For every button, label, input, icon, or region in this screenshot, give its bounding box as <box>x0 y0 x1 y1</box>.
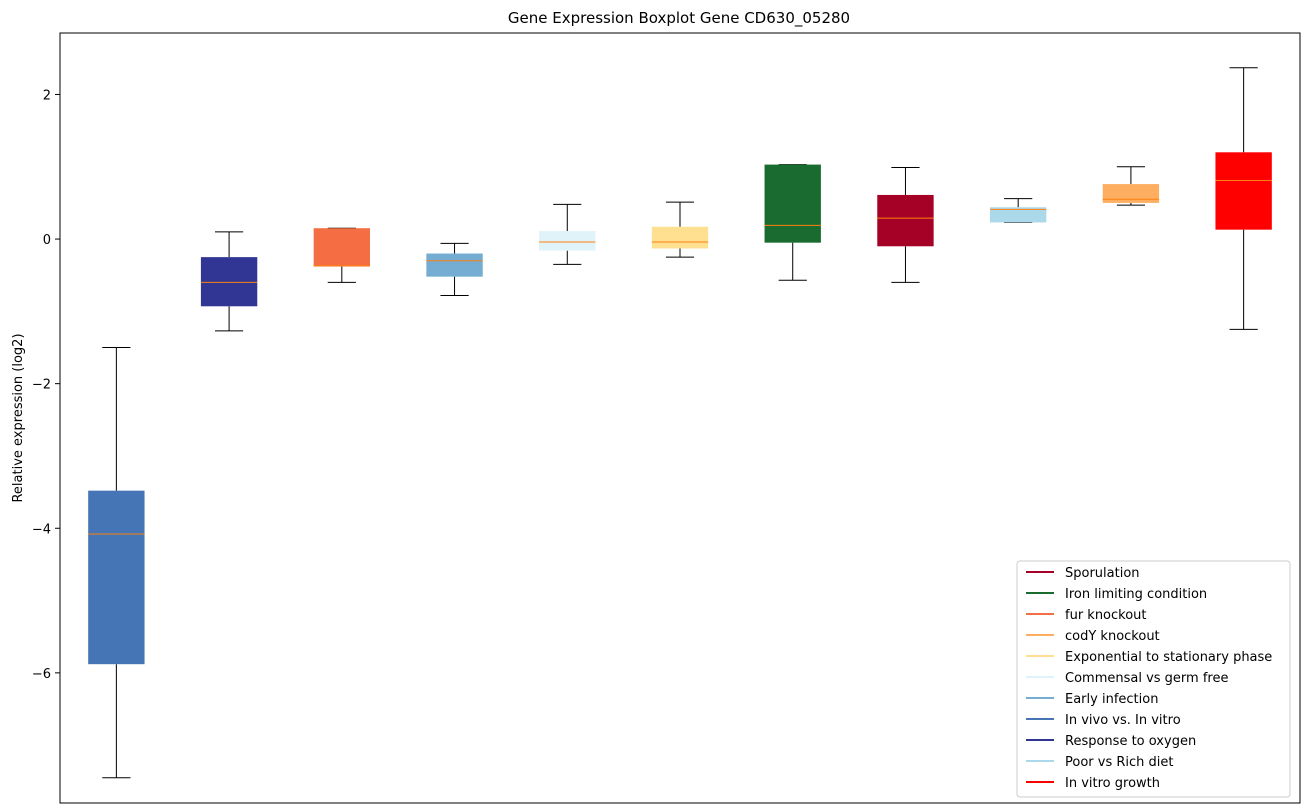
box-body <box>764 164 821 243</box>
legend-item: Early infection <box>1026 692 1158 707</box>
box-body <box>426 253 483 277</box>
chart-title: Gene Expression Boxplot Gene CD630_05280 <box>508 9 850 28</box>
box-body <box>1102 184 1160 203</box>
legend-label: Exponential to stationary phase <box>1065 650 1272 665</box>
box-body <box>651 226 709 249</box>
legend-label: fur knockout <box>1065 608 1147 623</box>
legend-item: Sporulation <box>1026 566 1140 581</box>
y-tick-label: −6 <box>32 667 51 682</box>
y-axis-ticks: −6 −4 −2 0 2 <box>32 88 60 682</box>
legend-frame <box>1016 560 1291 798</box>
legend-label: In vitro growth <box>1065 776 1160 791</box>
box-body <box>990 207 1047 223</box>
box-9 <box>990 198 1047 223</box>
legend-label: Early infection <box>1065 692 1158 707</box>
legend-label: Iron limiting condition <box>1065 587 1207 602</box>
legend-item: In vitro growth <box>1026 776 1160 791</box>
box-body <box>88 490 145 665</box>
y-axis-label: Relative expression (log2) <box>11 333 26 502</box>
legend-item: Poor vs Rich diet <box>1026 755 1173 770</box>
legend-item: codY knockout <box>1026 629 1160 644</box>
plot-frame <box>59 32 1301 804</box>
legend-item: Commensal vs germ free <box>1026 671 1228 686</box>
box-6 <box>651 201 709 258</box>
box-body <box>539 231 596 251</box>
y-tick-label: 0 <box>43 233 51 248</box>
box-body <box>1215 152 1272 230</box>
legend-label: codY knockout <box>1065 629 1160 644</box>
box-5 <box>539 203 596 265</box>
legend-label: In vivo vs. In vitro <box>1065 713 1181 728</box>
box-1 <box>88 347 145 779</box>
legend-label: Poor vs Rich diet <box>1065 755 1173 770</box>
legend-label: Response to oxygen <box>1065 734 1196 749</box>
box-3 <box>313 227 370 283</box>
legend-label: Commensal vs germ free <box>1065 671 1228 686</box>
box-body <box>877 194 934 247</box>
legend-item: Response to oxygen <box>1026 734 1196 749</box>
legend-item: Exponential to stationary phase <box>1026 650 1272 665</box>
box-4 <box>426 242 483 296</box>
box-body <box>313 228 370 267</box>
box-body <box>200 257 258 307</box>
box-8 <box>877 166 934 283</box>
box-7 <box>764 164 821 281</box>
legend-item: Iron limiting condition <box>1026 587 1207 602</box>
y-tick-label: −2 <box>32 378 51 393</box>
legend-item: fur knockout <box>1026 608 1147 623</box>
y-tick-label: −4 <box>32 522 51 537</box>
legend: Sporulation Iron limiting condition fur kn… <box>1016 560 1291 798</box>
box-11 <box>1215 67 1272 330</box>
legend-item: In vivo vs. In vitro <box>1026 713 1181 728</box>
boxes-group <box>88 67 1272 779</box>
y-tick-label: 2 <box>43 88 51 103</box>
box-2 <box>200 231 258 332</box>
legend-label: Sporulation <box>1065 566 1140 581</box>
box-10 <box>1102 166 1160 206</box>
